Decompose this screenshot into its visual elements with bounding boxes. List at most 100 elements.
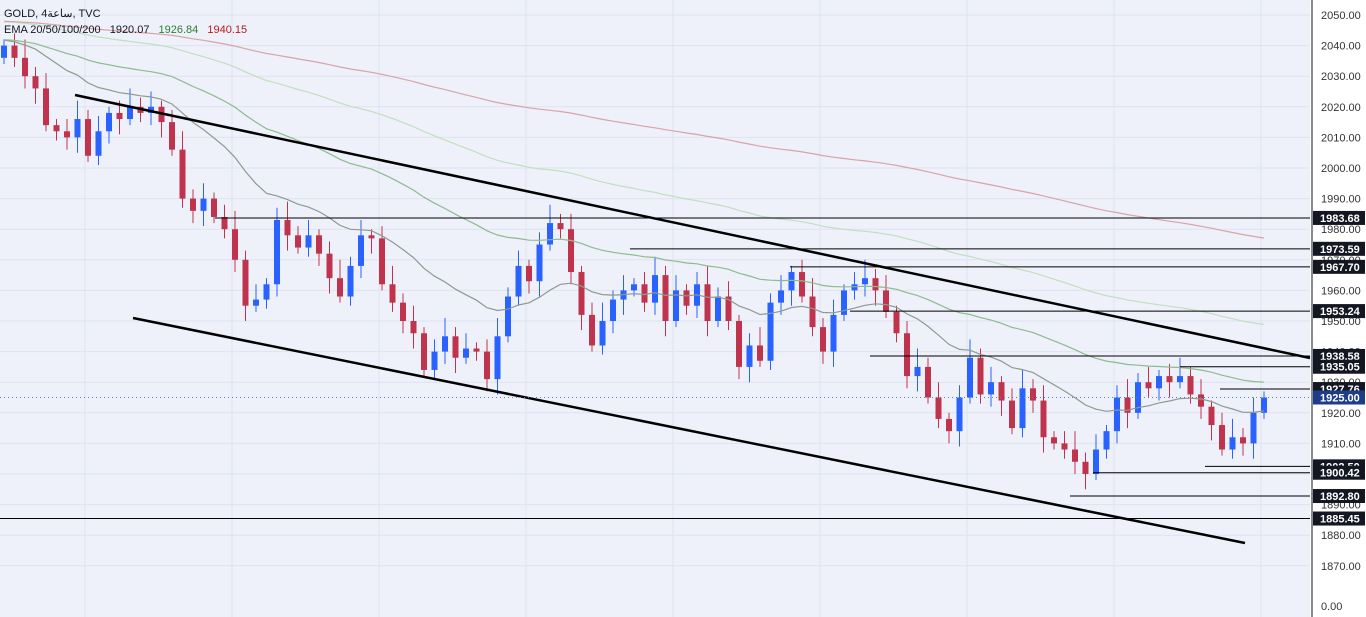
candle-body[interactable] bbox=[578, 272, 585, 315]
candle-body[interactable] bbox=[1019, 388, 1026, 429]
candle-body[interactable] bbox=[526, 265, 532, 282]
candle-body[interactable] bbox=[1135, 382, 1141, 413]
candle-body[interactable] bbox=[1187, 376, 1194, 395]
candle-body[interactable] bbox=[442, 336, 448, 352]
candle-body[interactable] bbox=[1261, 397, 1267, 413]
candle-body[interactable] bbox=[1061, 443, 1068, 450]
candle-body[interactable] bbox=[127, 106, 133, 120]
candle-body[interactable] bbox=[494, 336, 501, 380]
candle-body[interactable] bbox=[400, 302, 406, 321]
candle-body[interactable] bbox=[1166, 376, 1173, 383]
candle-body[interactable] bbox=[431, 351, 438, 370]
candle-body[interactable] bbox=[211, 198, 217, 217]
candle-body[interactable] bbox=[85, 119, 91, 156]
candle-body[interactable] bbox=[977, 357, 984, 395]
upper-trendline[interactable] bbox=[74, 93, 1311, 360]
candle-body[interactable] bbox=[1051, 437, 1057, 444]
candle-body[interactable] bbox=[1040, 400, 1047, 438]
candle-body[interactable] bbox=[536, 244, 543, 282]
candle-body[interactable] bbox=[473, 348, 480, 352]
candle-body[interactable] bbox=[610, 299, 616, 321]
candle-body[interactable] bbox=[347, 265, 354, 297]
candle-body[interactable] bbox=[778, 290, 784, 303]
candle-body[interactable] bbox=[1156, 376, 1162, 389]
candle-body[interactable] bbox=[505, 296, 511, 337]
candle-body[interactable] bbox=[715, 296, 721, 321]
candle-body[interactable] bbox=[893, 311, 900, 334]
candle-body[interactable] bbox=[1, 45, 7, 58]
candle-body[interactable] bbox=[904, 333, 910, 377]
candle-body[interactable] bbox=[284, 220, 291, 236]
candle-body[interactable] bbox=[704, 284, 711, 321]
candle-body[interactable] bbox=[1250, 412, 1257, 444]
candle-body[interactable] bbox=[43, 88, 49, 126]
candle-body[interactable] bbox=[746, 345, 753, 367]
candle-body[interactable] bbox=[1240, 437, 1246, 444]
candle-body[interactable] bbox=[662, 275, 669, 321]
candle-body[interactable] bbox=[232, 229, 238, 260]
candle-body[interactable] bbox=[11, 45, 18, 58]
candle-body[interactable] bbox=[74, 119, 81, 138]
candle-body[interactable] bbox=[1229, 437, 1236, 450]
candle-body[interactable] bbox=[53, 125, 60, 132]
candle-body[interactable] bbox=[95, 131, 102, 156]
candle-body[interactable] bbox=[956, 397, 963, 432]
candle-body[interactable] bbox=[652, 275, 658, 303]
candle-body[interactable] bbox=[757, 345, 763, 361]
candle-body[interactable] bbox=[1177, 376, 1183, 383]
candle-body[interactable] bbox=[872, 278, 879, 291]
candle-body[interactable] bbox=[736, 321, 742, 367]
candle-body[interactable] bbox=[221, 216, 228, 230]
candle-body[interactable] bbox=[1208, 406, 1215, 426]
candle-body[interactable] bbox=[925, 366, 931, 398]
candle-body[interactable] bbox=[263, 284, 270, 300]
lower-trendline[interactable] bbox=[132, 316, 1246, 545]
candle-body[interactable] bbox=[389, 284, 396, 303]
candle-body[interactable] bbox=[190, 198, 196, 211]
candle-body[interactable] bbox=[305, 235, 312, 248]
candle-body[interactable] bbox=[830, 314, 837, 352]
candle-body[interactable] bbox=[358, 235, 364, 266]
candle-body[interactable] bbox=[589, 314, 595, 346]
candle-body[interactable] bbox=[673, 290, 679, 321]
candle-body[interactable] bbox=[274, 220, 280, 285]
candle-body[interactable] bbox=[799, 272, 805, 297]
candle-body[interactable] bbox=[484, 351, 490, 380]
candle-body[interactable] bbox=[368, 235, 375, 239]
candle-body[interactable] bbox=[64, 131, 70, 138]
candle-body[interactable] bbox=[1082, 461, 1089, 474]
candle-body[interactable] bbox=[242, 259, 249, 306]
candle-body[interactable] bbox=[631, 284, 637, 291]
candle-body[interactable] bbox=[316, 235, 322, 254]
candle-body[interactable] bbox=[988, 382, 994, 395]
candle-body[interactable] bbox=[421, 333, 427, 370]
candle-body[interactable] bbox=[253, 299, 259, 306]
candle-body[interactable] bbox=[1072, 449, 1078, 462]
candle-body[interactable] bbox=[32, 76, 39, 89]
candle-body[interactable] bbox=[337, 278, 343, 297]
candle-body[interactable] bbox=[200, 198, 207, 211]
candle-body[interactable] bbox=[883, 290, 889, 312]
candle-body[interactable] bbox=[998, 382, 1005, 401]
candle-body[interactable] bbox=[568, 229, 574, 273]
candle-body[interactable] bbox=[379, 238, 385, 285]
candle-body[interactable] bbox=[841, 290, 847, 315]
candle-body[interactable] bbox=[809, 296, 816, 328]
candle-body[interactable] bbox=[326, 253, 333, 279]
candle-body[interactable] bbox=[862, 278, 868, 285]
candle-body[interactable] bbox=[452, 336, 459, 358]
candle-body[interactable] bbox=[116, 112, 123, 120]
candle-body[interactable] bbox=[599, 321, 606, 346]
candle-body[interactable] bbox=[547, 223, 553, 245]
candle-body[interactable] bbox=[1103, 431, 1110, 450]
candle-body[interactable] bbox=[683, 290, 690, 306]
candle-body[interactable] bbox=[179, 149, 186, 199]
candle-body[interactable] bbox=[22, 57, 28, 77]
candle-body[interactable] bbox=[557, 223, 564, 230]
candle-body[interactable] bbox=[410, 321, 417, 334]
candle-body[interactable] bbox=[463, 348, 469, 358]
candle-body[interactable] bbox=[1093, 449, 1099, 474]
candle-body[interactable] bbox=[767, 302, 774, 361]
